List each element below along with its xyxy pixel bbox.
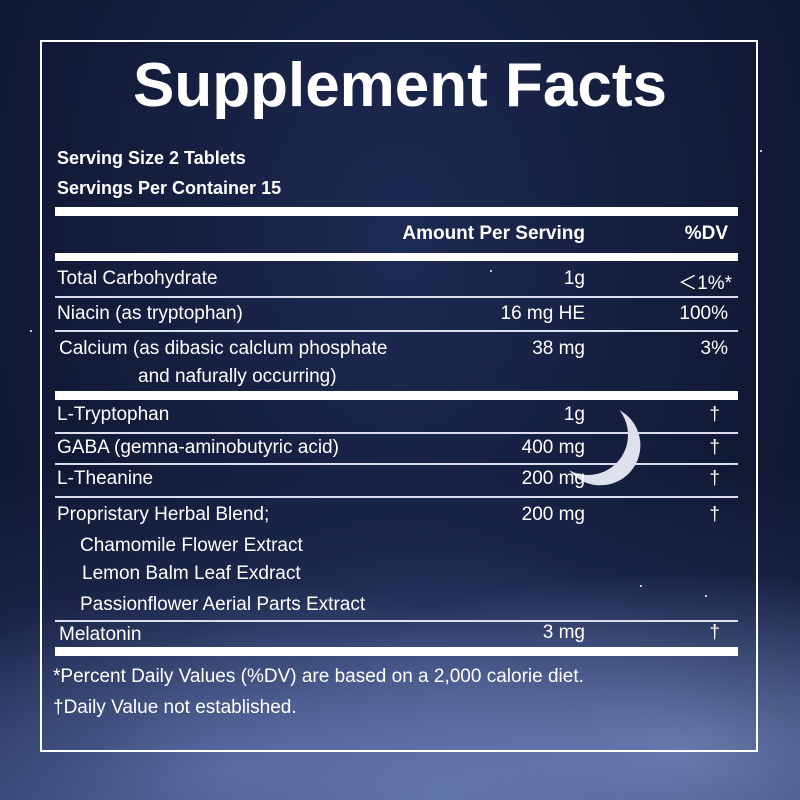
ingredient-amount: 3 mg <box>542 622 585 643</box>
header-dv: %DV <box>684 223 728 244</box>
footnote-dagger: †Daily Value not established. <box>53 697 297 718</box>
ingredient-amount: 200 mg <box>521 504 585 525</box>
nutrient-name: Total Carbohydrate <box>57 268 218 289</box>
star <box>30 330 32 332</box>
footnote-dv: *Percent Daily Values (%DV) are based on… <box>53 666 584 687</box>
ingredient-dv: † <box>709 404 720 425</box>
ingredient-dv: † <box>709 622 720 643</box>
label-frame <box>40 40 758 752</box>
blend-component: Passionflower Aerial Parts Extract <box>80 594 366 615</box>
divider <box>55 620 738 622</box>
ingredient-dv: † <box>709 504 720 525</box>
divider <box>55 432 738 434</box>
nutrient-name-line2: and nafurally occurring) <box>138 366 337 387</box>
ingredient-dv: † <box>709 437 720 458</box>
ingredient-name: GABA (gemna-aminobutyric acid) <box>57 437 339 458</box>
star <box>490 270 492 272</box>
ingredient-name: L-Tryptophan <box>57 404 170 425</box>
star <box>705 595 707 597</box>
nutrient-dv: ＜1%* <box>678 273 732 294</box>
divider <box>55 296 738 298</box>
divider <box>55 253 738 261</box>
nutrient-amount: 1g <box>563 268 585 289</box>
divider <box>55 647 738 656</box>
ingredient-name: Propristary Herbal Blend; <box>57 504 270 525</box>
ingredient-amount: 200 mg <box>521 468 585 489</box>
ingredient-name: Melatonin <box>59 624 142 645</box>
nutrient-name: Niacin (as tryptophan) <box>57 303 243 324</box>
serving-size: Serving Size 2 Tablets <box>57 148 246 168</box>
ingredient-dv: † <box>709 468 720 489</box>
nutrient-name: Calcium (as dibasic calclum phosphate <box>59 338 388 359</box>
mountain-clouds-background <box>0 470 800 800</box>
divider <box>55 330 738 332</box>
ingredient-amount: 400 mg <box>521 437 585 458</box>
divider <box>55 463 738 465</box>
nutrient-amount: 16 mg HE <box>500 303 585 324</box>
ingredient-name: L-Theanine <box>57 468 154 489</box>
nutrient-amount: 38 mg <box>532 338 585 359</box>
header-amount: Amount Per Serving <box>402 223 585 244</box>
blend-component: Lemon Balm Leaf Exdract <box>82 563 301 584</box>
ingredient-amount: 1g <box>563 404 585 425</box>
servings-per-container: Servings Per Container 15 <box>57 178 282 198</box>
divider <box>55 207 738 216</box>
star <box>760 150 762 152</box>
star <box>640 585 642 587</box>
nutrient-dv: 100% <box>679 303 728 324</box>
page-title: Supplement Facts <box>133 51 667 120</box>
divider <box>55 391 738 400</box>
nutrient-dv: 3% <box>700 338 728 359</box>
blend-component: Chamomile Flower Extract <box>80 535 303 556</box>
divider <box>55 496 738 498</box>
